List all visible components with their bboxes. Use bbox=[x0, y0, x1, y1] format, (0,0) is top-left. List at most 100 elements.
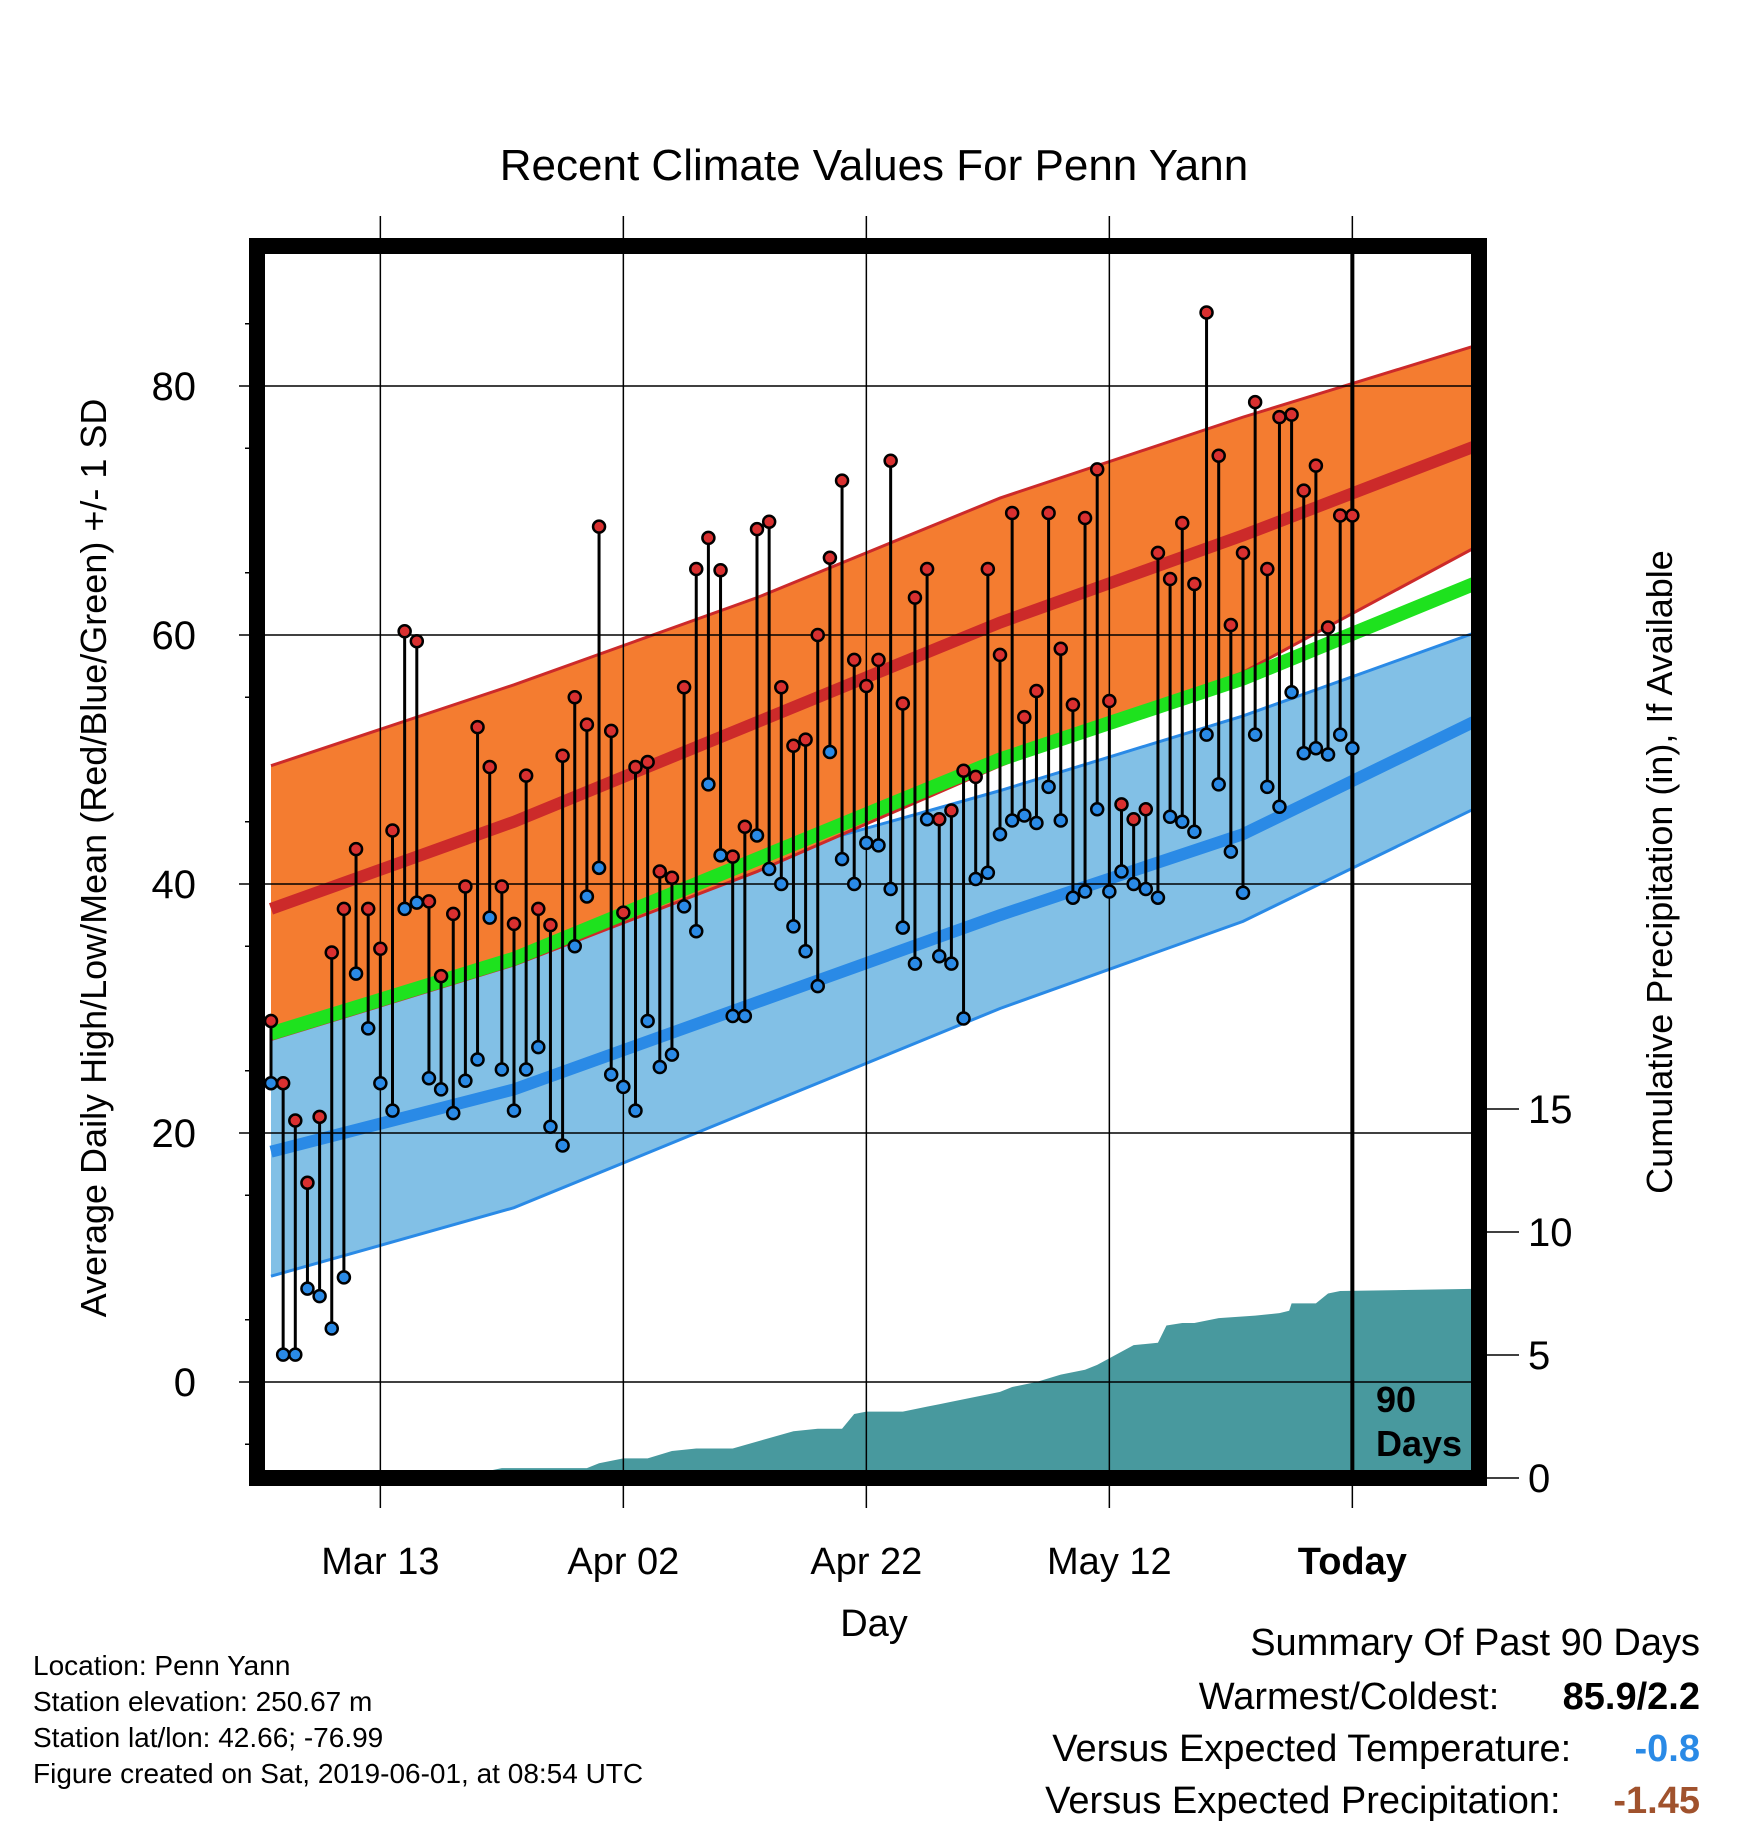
daily-high-point bbox=[567, 690, 582, 705]
daily-high-point bbox=[980, 561, 996, 577]
daily-high-point bbox=[288, 1113, 303, 1128]
daily-low-point bbox=[360, 1021, 376, 1036]
daily-high-point bbox=[640, 754, 655, 770]
daily-high-point bbox=[1308, 458, 1324, 473]
daily-high-point bbox=[1053, 641, 1068, 656]
daily-low-point bbox=[859, 835, 874, 851]
daily-low-point bbox=[1235, 885, 1251, 900]
daily-high-point bbox=[1235, 545, 1251, 561]
daily-low-point bbox=[531, 1039, 546, 1055]
daily-low-point bbox=[992, 826, 1008, 842]
daily-high-point bbox=[1041, 505, 1056, 521]
daily-high-point bbox=[1187, 576, 1202, 592]
daily-low-point bbox=[409, 895, 425, 910]
daily-low-point bbox=[1041, 779, 1056, 795]
daily-high-point bbox=[798, 732, 813, 747]
daily-low-point bbox=[446, 1105, 461, 1121]
summary-warmest: Warmest/Coldest: 85.9/2.2 bbox=[1199, 1676, 1700, 1719]
daily-low-point bbox=[956, 1011, 971, 1026]
daily-high-point bbox=[458, 879, 473, 894]
daily-low-point bbox=[1114, 864, 1129, 879]
daily-low-point bbox=[1320, 747, 1336, 762]
daily-high-point bbox=[907, 590, 923, 605]
daily-high-point bbox=[433, 968, 449, 984]
daily-high-point bbox=[1089, 462, 1105, 477]
daily-high-point bbox=[409, 633, 425, 649]
daily-high-point bbox=[1114, 797, 1129, 812]
daily-high-point bbox=[1247, 394, 1263, 410]
y-tick-label: 60 bbox=[152, 614, 197, 658]
y-tick-label: 0 bbox=[174, 1361, 196, 1405]
daily-low-point bbox=[1029, 815, 1044, 831]
daily-high-point bbox=[1077, 510, 1093, 526]
daily-low-point bbox=[470, 1052, 485, 1067]
daily-high-point bbox=[1102, 693, 1117, 709]
daily-high-point bbox=[652, 864, 668, 879]
precip-label: Versus Expected Precipitation: bbox=[1045, 1780, 1561, 1822]
daily-low-point bbox=[555, 1138, 570, 1153]
daily-high-point bbox=[749, 521, 765, 537]
daily-high-point bbox=[506, 916, 522, 932]
daily-low-point bbox=[1004, 813, 1020, 828]
daily-high-point bbox=[470, 719, 485, 735]
y-axis-label: Average Daily High/Low/Mean (Red/Blue/Gr… bbox=[73, 399, 114, 1318]
daily-high-point bbox=[1126, 812, 1141, 827]
warmest-value: 85.9/2.2 bbox=[1562, 1676, 1700, 1718]
daily-high-point bbox=[591, 519, 607, 534]
daily-low-point bbox=[1138, 881, 1154, 897]
daily-low-point bbox=[579, 889, 595, 904]
daily-low-point bbox=[312, 1288, 327, 1304]
x-tick-label: Mar 13 bbox=[321, 1541, 439, 1583]
daily-low-point bbox=[1065, 890, 1081, 905]
daily-high-point bbox=[761, 514, 777, 529]
daily-low-point bbox=[689, 924, 704, 939]
daily-high-point bbox=[360, 901, 376, 917]
daily-low-point bbox=[1247, 727, 1263, 742]
daily-high-point bbox=[1138, 802, 1154, 817]
elevation-text: Station elevation: 250.67 m bbox=[33, 1686, 373, 1717]
y-tick-label: 20 bbox=[152, 1112, 197, 1156]
plot-clip-group bbox=[257, 246, 1479, 1478]
daily-high-point bbox=[895, 696, 911, 711]
daily-high-point bbox=[846, 652, 862, 668]
daily-low-point bbox=[616, 1079, 631, 1095]
daily-low-point bbox=[725, 1008, 740, 1024]
station-info: Location: Penn Yann Station elevation: 2… bbox=[33, 1648, 643, 1792]
daily-low-point bbox=[518, 1062, 534, 1077]
daily-high-point bbox=[373, 941, 388, 956]
daily-low-point bbox=[944, 956, 959, 971]
daily-high-point bbox=[1345, 508, 1360, 523]
daily-high-point bbox=[871, 652, 886, 668]
summary-temperature: Versus Expected Temperature: -0.8 bbox=[1052, 1728, 1700, 1771]
daily-low-point bbox=[676, 899, 692, 914]
daily-high-point bbox=[1320, 620, 1336, 635]
daily-high-point bbox=[919, 561, 935, 577]
daily-high-point bbox=[1065, 697, 1081, 712]
warmest-label: Warmest/Coldest: bbox=[1198, 1676, 1500, 1718]
daily-high-point bbox=[421, 894, 437, 909]
high-sd-band-upper-edge bbox=[270, 343, 1479, 768]
daily-low-point bbox=[433, 1082, 449, 1097]
temp-value: -0.8 bbox=[1634, 1728, 1700, 1770]
daily-low-point bbox=[1017, 808, 1032, 823]
daily-low-point bbox=[1089, 802, 1105, 817]
daily-low-point bbox=[701, 777, 716, 792]
daily-high-point bbox=[737, 819, 753, 834]
daily-low-point bbox=[664, 1047, 680, 1062]
daily-low-point bbox=[1332, 727, 1348, 742]
daily-high-point bbox=[932, 812, 947, 827]
daily-low-point bbox=[737, 1008, 753, 1024]
daily-low-point bbox=[1345, 741, 1360, 756]
daily-high-point bbox=[300, 1175, 315, 1191]
daily-high-point bbox=[446, 906, 461, 922]
daily-high-point bbox=[859, 678, 874, 694]
daily-high-point bbox=[956, 763, 971, 778]
location-text: Location: Penn Yann bbox=[33, 1650, 291, 1681]
daily-high-point bbox=[1029, 683, 1044, 699]
daily-high-point bbox=[579, 717, 595, 732]
daily-low-point bbox=[810, 978, 825, 994]
daily-low-point bbox=[1162, 809, 1178, 825]
daily-high-point bbox=[531, 901, 546, 917]
daily-low-point bbox=[640, 1013, 655, 1029]
